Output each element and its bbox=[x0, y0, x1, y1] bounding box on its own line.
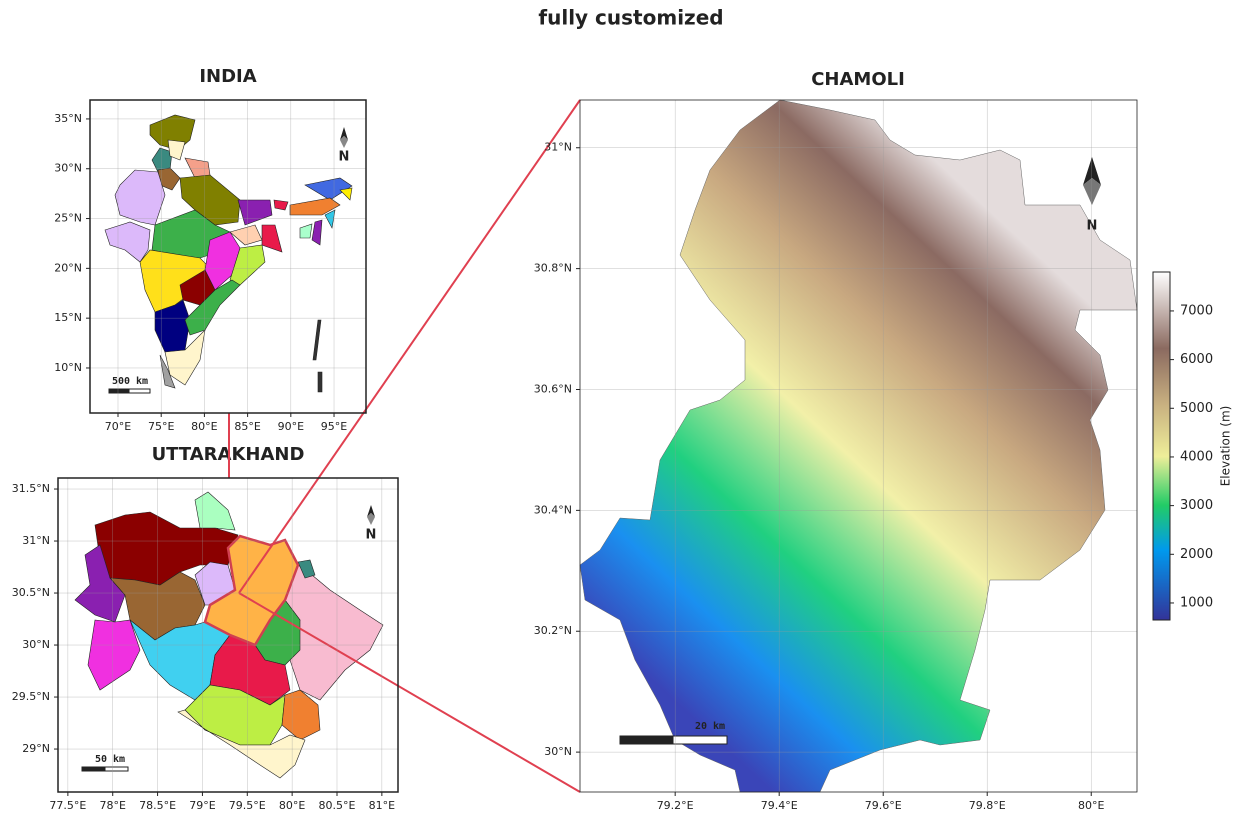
x-tick-label: 79.2°E bbox=[657, 799, 694, 812]
y-tick-label: 30°N bbox=[544, 745, 572, 758]
north-arrow bbox=[1083, 178, 1101, 205]
x-tick-label: 80°E bbox=[279, 799, 305, 812]
colorbar-tick-label: 5000 bbox=[1180, 401, 1213, 416]
scale-bar bbox=[81, 766, 106, 772]
scale-bar bbox=[672, 735, 728, 745]
scale-label: 20 km bbox=[695, 721, 725, 732]
y-tick-label: 31°N bbox=[544, 141, 572, 154]
north-arrow bbox=[340, 136, 348, 148]
elevation-map bbox=[579, 99, 1138, 793]
figure-title: fully customized bbox=[538, 6, 723, 30]
panel-title: INDIA bbox=[199, 66, 256, 87]
scale-bar bbox=[108, 388, 130, 394]
north-arrow bbox=[367, 513, 375, 525]
x-tick-label: 79.4°E bbox=[761, 799, 798, 812]
y-tick-label: 20°N bbox=[54, 261, 82, 274]
north-arrow bbox=[367, 505, 375, 517]
connector bbox=[238, 592, 581, 793]
y-tick-label: 29.5°N bbox=[12, 690, 50, 703]
axes-frame bbox=[579, 99, 1138, 793]
scale-label: 500 km bbox=[112, 376, 148, 387]
y-tick-label: 10°N bbox=[54, 361, 82, 374]
x-tick-label: 90°E bbox=[278, 420, 304, 433]
scale-bar bbox=[619, 735, 674, 745]
north-label: N bbox=[366, 528, 377, 543]
x-tick-label: 78.5°E bbox=[139, 799, 176, 812]
india-map bbox=[104, 114, 353, 393]
y-tick-label: 30.4°N bbox=[534, 503, 572, 516]
y-tick-label: 30.5°N bbox=[12, 586, 50, 599]
axes-frame bbox=[89, 99, 367, 414]
x-tick-label: 79.6°E bbox=[865, 799, 902, 812]
x-tick-label: 81°E bbox=[369, 799, 395, 812]
x-tick-label: 70°E bbox=[105, 420, 131, 433]
north-arrow bbox=[1083, 157, 1101, 185]
y-tick-label: 15°N bbox=[54, 311, 82, 324]
x-tick-label: 80°E bbox=[191, 420, 217, 433]
connector bbox=[238, 99, 581, 594]
x-tick-label: 80.5°E bbox=[319, 799, 356, 812]
colorbar-tick-label: 4000 bbox=[1180, 449, 1213, 464]
y-tick-label: 31.5°N bbox=[12, 482, 50, 495]
y-tick-label: 30°N bbox=[54, 162, 82, 175]
colorbar bbox=[1152, 271, 1171, 621]
north-label: N bbox=[339, 150, 350, 165]
y-tick-label: 31°N bbox=[22, 534, 50, 547]
axes-frame bbox=[57, 477, 399, 793]
x-tick-label: 75°E bbox=[148, 420, 174, 433]
scale-label: 50 km bbox=[95, 754, 125, 765]
north-label: N bbox=[1087, 219, 1098, 234]
y-tick-label: 35°N bbox=[54, 112, 82, 125]
y-tick-label: 30.6°N bbox=[534, 382, 572, 395]
colorbar-tick-label: 3000 bbox=[1180, 498, 1213, 513]
x-tick-label: 80°E bbox=[1078, 799, 1104, 812]
x-tick-label: 78°E bbox=[99, 799, 125, 812]
x-tick-label: 85°E bbox=[234, 420, 260, 433]
scale-bar bbox=[128, 388, 151, 394]
colorbar-tick-label: 6000 bbox=[1180, 352, 1213, 367]
colorbar-tick-label: 2000 bbox=[1180, 547, 1213, 562]
y-tick-label: 29°N bbox=[22, 742, 50, 755]
y-tick-label: 30°N bbox=[22, 638, 50, 651]
scale-bar bbox=[104, 766, 129, 772]
x-tick-label: 79.8°E bbox=[969, 799, 1006, 812]
colorbar-tick-label: 1000 bbox=[1180, 595, 1213, 610]
north-arrow bbox=[340, 127, 348, 140]
x-tick-label: 79.5°E bbox=[229, 799, 266, 812]
y-tick-label: 30.8°N bbox=[534, 262, 572, 275]
y-tick-label: 25°N bbox=[54, 212, 82, 225]
x-tick-label: 95°E bbox=[321, 420, 347, 433]
panel-title: CHAMOLI bbox=[811, 69, 905, 90]
y-tick-label: 30.2°N bbox=[534, 624, 572, 637]
colorbar-tick-label: 7000 bbox=[1180, 303, 1213, 318]
x-tick-label: 79°E bbox=[189, 799, 215, 812]
colorbar-label: Elevation (m) bbox=[1219, 406, 1233, 487]
x-tick-label: 77.5°E bbox=[49, 799, 86, 812]
